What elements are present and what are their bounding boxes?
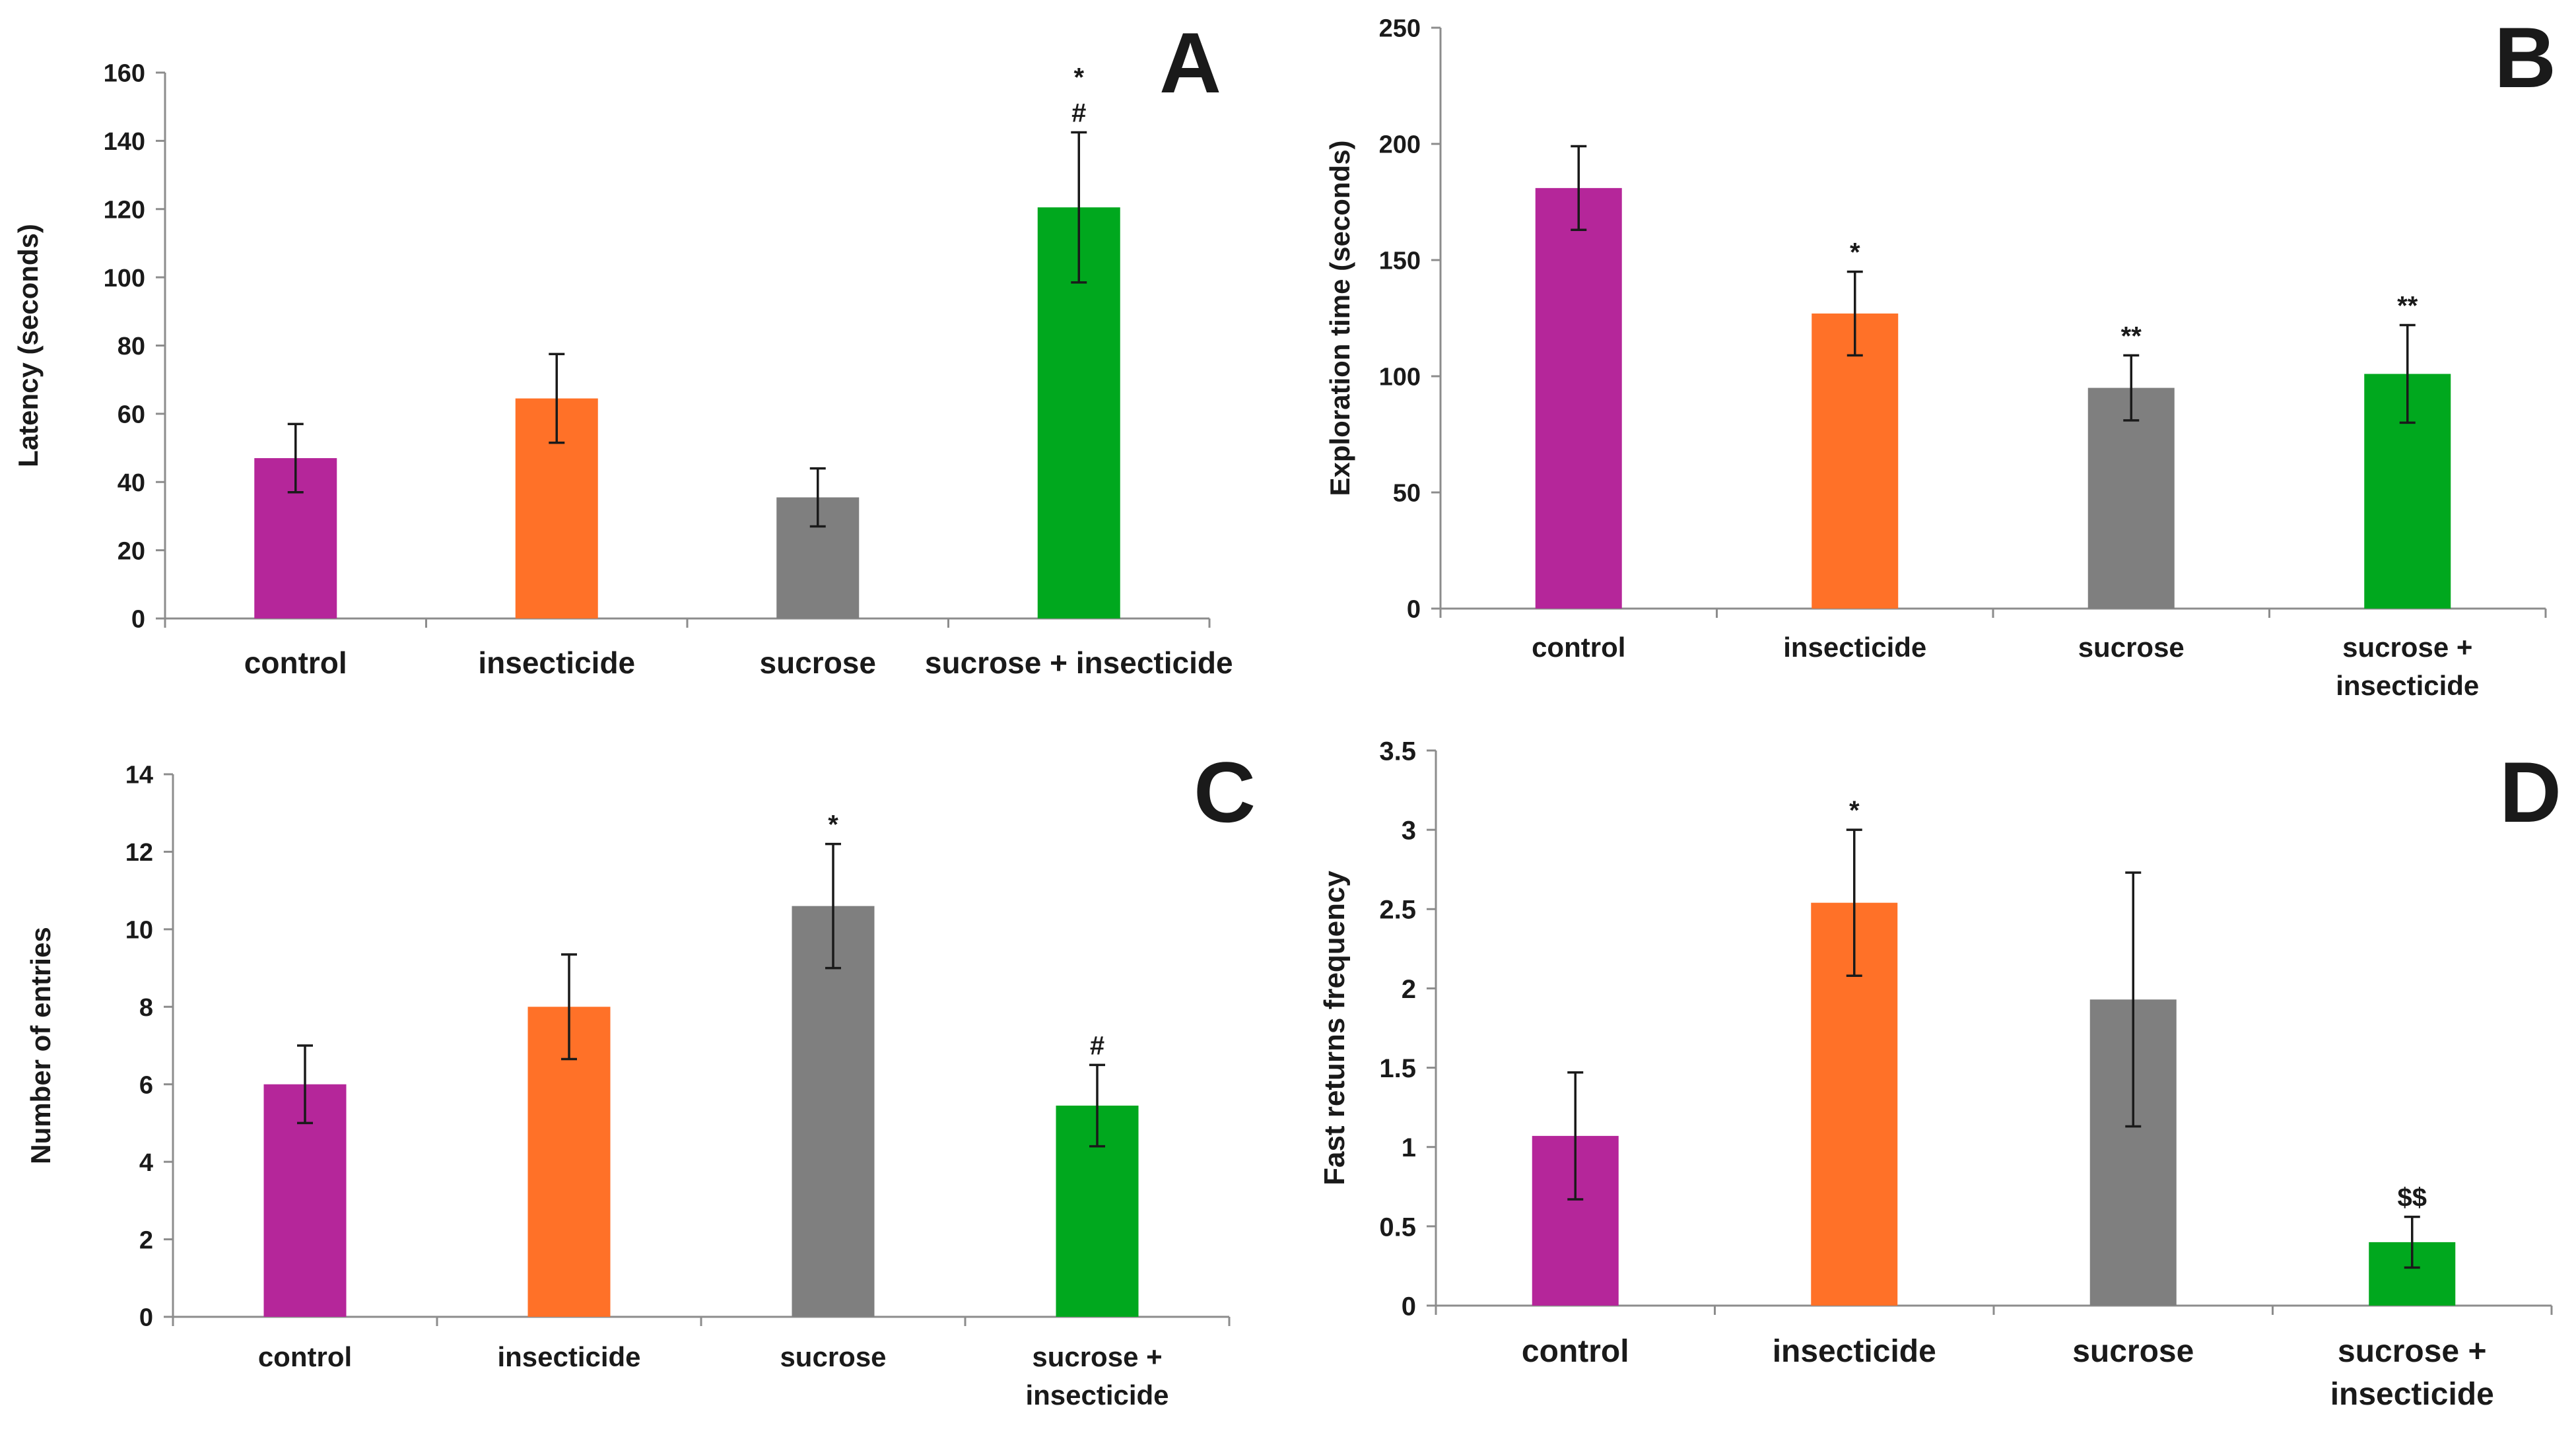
significance-marker: ** — [2397, 292, 2418, 321]
y-tick-label: 8 — [139, 994, 153, 1022]
x-category-label: sucrose — [760, 646, 876, 680]
panel-d: 0 0.5 1 1.5 2 2.5 3 3.5 Fast returns frequency Dc… — [1318, 737, 2561, 1412]
y-tick-label: 1 — [1402, 1133, 1416, 1162]
x-category-label: sucrose — [780, 1341, 886, 1372]
y-tick-label: 2 — [1402, 975, 1416, 1004]
y-tick-label: 0 — [139, 1304, 153, 1332]
significance-marker: * — [1073, 63, 1084, 92]
significance-marker: $$ — [2398, 1183, 2427, 1212]
y-tick-label: 20 — [118, 537, 145, 565]
bar-sucrose — [2087, 387, 2175, 609]
significance-marker: # — [1071, 98, 1086, 127]
x-category-label: control — [244, 646, 347, 680]
panel-b: 0 50 100 150 200 250 Exploration time (seconds… — [1324, 9, 2556, 701]
significance-marker: # — [1090, 1031, 1104, 1060]
significance-marker: ** — [2121, 321, 2142, 350]
y-axis-title: Exploration time (seconds) — [1324, 140, 1355, 496]
y-tick-label: 0 — [131, 606, 145, 634]
y-axis-title: Number of entries — [25, 927, 56, 1164]
x-category-label: sucrose — [2072, 1334, 2194, 1369]
y-tick-label: 40 — [118, 469, 145, 497]
x-category-label: control — [1522, 1334, 1629, 1369]
x-category-label: sucrose + — [2338, 1334, 2486, 1369]
panel-letter: C — [1194, 744, 1256, 840]
y-tick-label: 10 — [125, 917, 153, 945]
x-category-label: insecticide — [2330, 1377, 2494, 1412]
significance-marker: * — [1850, 238, 1860, 267]
x-category-label: insecticide — [1025, 1380, 1169, 1411]
y-tick-label: 2.5 — [1379, 896, 1416, 925]
x-category-label: insecticide — [1783, 632, 1926, 663]
y-tick-label: 250 — [1379, 15, 1421, 43]
y-tick-label: 2 — [139, 1226, 153, 1254]
x-category-label: control — [1532, 632, 1625, 663]
panel-letter: D — [2499, 744, 2561, 840]
x-category-label: sucrose + — [2342, 632, 2472, 663]
y-tick-label: 100 — [1379, 364, 1421, 391]
x-category-label: insecticide — [497, 1341, 640, 1372]
panel-letter: A — [1159, 15, 1221, 111]
y-tick-label: 0.5 — [1379, 1213, 1416, 1242]
x-category-label: control — [258, 1341, 352, 1372]
x-category-label: insecticide — [1773, 1334, 1936, 1369]
y-tick-label: 100 — [104, 265, 145, 292]
y-tick-label: 60 — [118, 401, 145, 429]
y-tick-label: 120 — [104, 196, 145, 224]
panel-letter: B — [2494, 9, 2556, 106]
y-axis-title: Fast returns frequency — [1318, 871, 1351, 1185]
y-tick-label: 160 — [104, 60, 145, 88]
x-category-label: insecticide — [478, 646, 635, 680]
x-category-label: sucrose + — [1032, 1341, 1162, 1372]
y-tick-label: 3 — [1402, 816, 1416, 846]
y-tick-label: 6 — [139, 1071, 153, 1099]
y-tick-label: 200 — [1379, 131, 1421, 159]
y-tick-label: 0 — [1402, 1292, 1416, 1321]
y-tick-label: 0 — [1407, 596, 1421, 624]
panel-a: 0 20 40 60 80 100 120 140 160 Latency (seconds) Ac… — [13, 15, 1233, 680]
y-tick-label: 4 — [139, 1149, 153, 1177]
x-category-label: sucrose + insecticide — [925, 646, 1233, 680]
y-tick-label: 14 — [125, 762, 153, 789]
x-category-label: sucrose — [2078, 632, 2185, 663]
bar-sucrose — [792, 906, 875, 1317]
bar-control — [1535, 187, 1622, 609]
y-tick-label: 80 — [118, 333, 145, 360]
y-tick-label: 140 — [104, 128, 145, 156]
y-tick-label: 150 — [1379, 248, 1421, 275]
x-category-label: insecticide — [2336, 670, 2479, 701]
y-tick-label: 1.5 — [1379, 1054, 1416, 1083]
significance-marker: * — [828, 811, 838, 840]
y-tick-label: 3.5 — [1379, 737, 1416, 766]
bar-insecticide — [1812, 313, 1899, 609]
y-tick-label: 12 — [125, 839, 153, 867]
y-tick-label: 50 — [1393, 480, 1421, 508]
y-axis-title: Latency (seconds) — [13, 224, 44, 467]
significance-marker: * — [1849, 796, 1860, 825]
